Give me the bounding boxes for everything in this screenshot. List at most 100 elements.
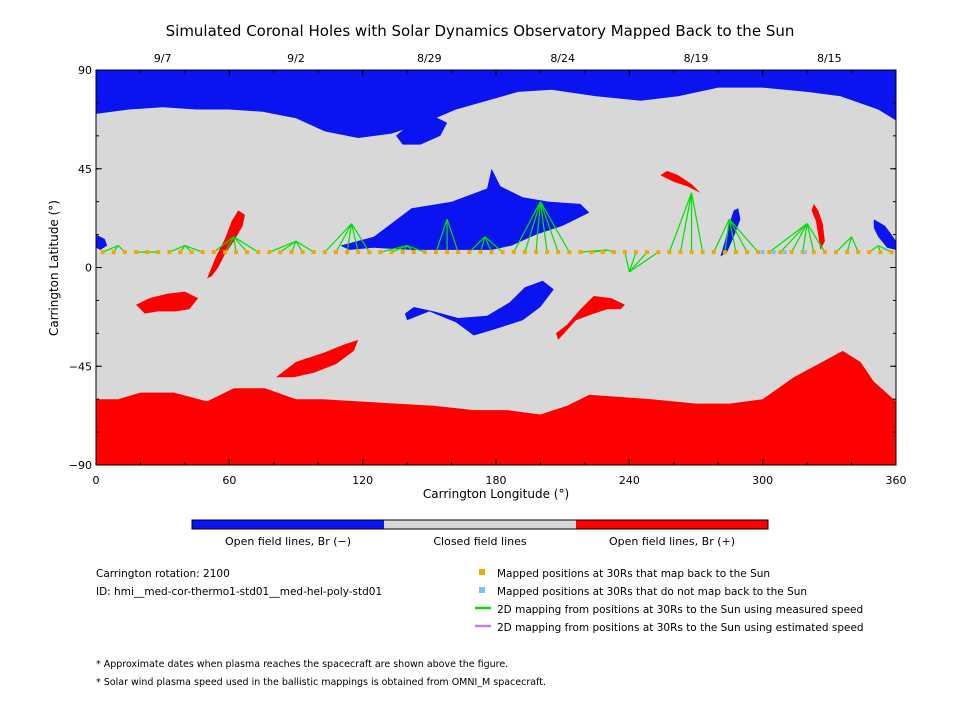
positive-coronal-hole-3	[556, 296, 625, 340]
mapped-position	[767, 250, 772, 255]
top-date-label: 8/15	[817, 52, 842, 65]
colorbar-label: Open field lines, Br (−)	[225, 535, 351, 548]
unmapped-position	[771, 250, 776, 255]
mapping-line	[435, 219, 448, 253]
mapping-line	[406, 244, 426, 253]
mapped-position	[578, 250, 583, 255]
mapped-position	[567, 250, 572, 255]
legend-label: Mapped positions at 30Rs that map back t…	[497, 568, 770, 580]
chart-title: Simulated Coronal Holes with Solar Dynam…	[166, 22, 795, 40]
mapped-position	[834, 250, 838, 255]
south-polar-coronal-hole	[96, 350, 896, 465]
y-tick-label: 0	[85, 262, 92, 275]
mapping-line	[728, 219, 737, 253]
mapping-line	[324, 223, 352, 253]
colorbar-label: Closed field lines	[433, 535, 527, 548]
mapped-position	[111, 250, 116, 255]
mapping-line	[628, 251, 659, 273]
mapped-position	[356, 250, 361, 255]
y-tick-label: −90	[69, 459, 92, 472]
legend-label: Mapped positions at 30Rs that do not map…	[497, 586, 807, 598]
negative-coronal-hole-0	[340, 168, 590, 250]
mapped-position	[389, 250, 394, 255]
mapping-line	[380, 244, 408, 253]
mapped-position	[711, 250, 716, 255]
positive-coronal-hole-4	[660, 170, 701, 193]
top-date-label: 8/19	[684, 52, 709, 65]
legend-marker	[479, 587, 485, 593]
x-tick-label: 120	[352, 474, 373, 487]
mapped-position	[145, 250, 150, 255]
mapping-line	[806, 223, 815, 253]
negative-coronal-hole-1	[396, 116, 448, 145]
mapped-position	[678, 250, 683, 255]
mapped-position	[534, 250, 538, 255]
mapping-line	[802, 223, 808, 253]
mapping-line	[335, 223, 353, 253]
mapped-position	[156, 250, 161, 255]
mapped-position	[700, 250, 705, 255]
mapping-line	[524, 201, 542, 253]
footnote-dates: * Approximate dates when plasma reaches …	[96, 659, 508, 670]
mapped-position	[822, 250, 827, 255]
mapping-line	[484, 236, 493, 253]
x-axis-label: Carrington Longitude (°)	[423, 487, 569, 501]
top-date-label: 8/24	[550, 52, 575, 65]
mapped-position	[589, 250, 594, 255]
mapped-position	[511, 250, 516, 255]
mapping-line	[877, 245, 892, 253]
mapped-position	[267, 250, 272, 255]
mapped-position	[556, 250, 561, 255]
mapped-position	[256, 250, 261, 255]
mapping-line	[224, 236, 235, 253]
legend-label: 2D mapping from positions at 30Rs to the…	[497, 622, 864, 634]
legend-marker	[479, 569, 485, 575]
mapped-position	[467, 250, 472, 255]
mapped-position	[645, 250, 650, 255]
mapping-line	[295, 240, 315, 253]
mapping-line	[624, 252, 630, 273]
mapped-position	[100, 250, 105, 255]
mapping-line	[184, 244, 203, 253]
mapping-line	[724, 219, 730, 253]
mapped-position	[345, 250, 350, 255]
mapped-position	[811, 250, 816, 255]
mapping-line	[679, 192, 693, 253]
mapped-position	[367, 250, 372, 255]
mapped-position	[845, 250, 850, 255]
carrington-rotation: Carrington rotation: 2100	[96, 568, 230, 580]
mapping-line	[713, 218, 730, 253]
mapped-position	[611, 250, 616, 255]
mapped-position	[445, 250, 450, 255]
mapped-position	[334, 250, 338, 255]
y-axis-label: Carrington Latitude (°)	[47, 200, 61, 336]
mapping-line	[780, 223, 808, 253]
mapped-position	[434, 250, 438, 255]
x-tick-label: 300	[752, 474, 773, 487]
mapped-position	[122, 250, 127, 255]
mapping-line	[468, 236, 486, 253]
x-tick-label: 360	[886, 474, 907, 487]
mapping-line	[233, 236, 248, 253]
mapped-position	[600, 250, 605, 255]
mapping-line	[690, 192, 704, 253]
mapped-position	[378, 250, 383, 255]
mapped-position	[178, 250, 183, 255]
x-tick-label: 180	[486, 474, 507, 487]
mapped-position	[500, 250, 505, 255]
mapping-line	[102, 245, 119, 253]
colorbar-label: Open field lines, Br (+)	[609, 535, 735, 548]
mapped-position	[545, 250, 550, 255]
mapped-position	[278, 250, 283, 255]
mapping-line	[668, 192, 693, 253]
mapping-line	[391, 245, 408, 253]
mapping-line	[351, 223, 370, 253]
mapped-position	[722, 250, 727, 255]
colorbar-segment	[576, 520, 768, 529]
positive-coronal-hole-2	[276, 339, 359, 378]
mapped-position	[234, 250, 238, 255]
x-tick-label: 0	[93, 474, 100, 487]
model-id: ID: hmi__med-cor-thermo1-std01__med-hel-…	[96, 586, 382, 598]
colorbar: Open field lines, Br (−) Closed field lin…	[191, 519, 769, 548]
axes: 0 60 120 180 240 300 360 90 45 0 −45 −90	[69, 64, 907, 487]
